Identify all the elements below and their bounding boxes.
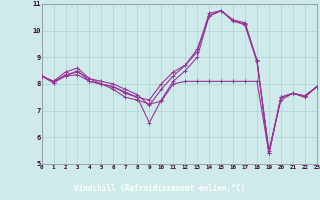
Text: Windchill (Refroidissement éolien,°C): Windchill (Refroidissement éolien,°C) [75,184,245,193]
